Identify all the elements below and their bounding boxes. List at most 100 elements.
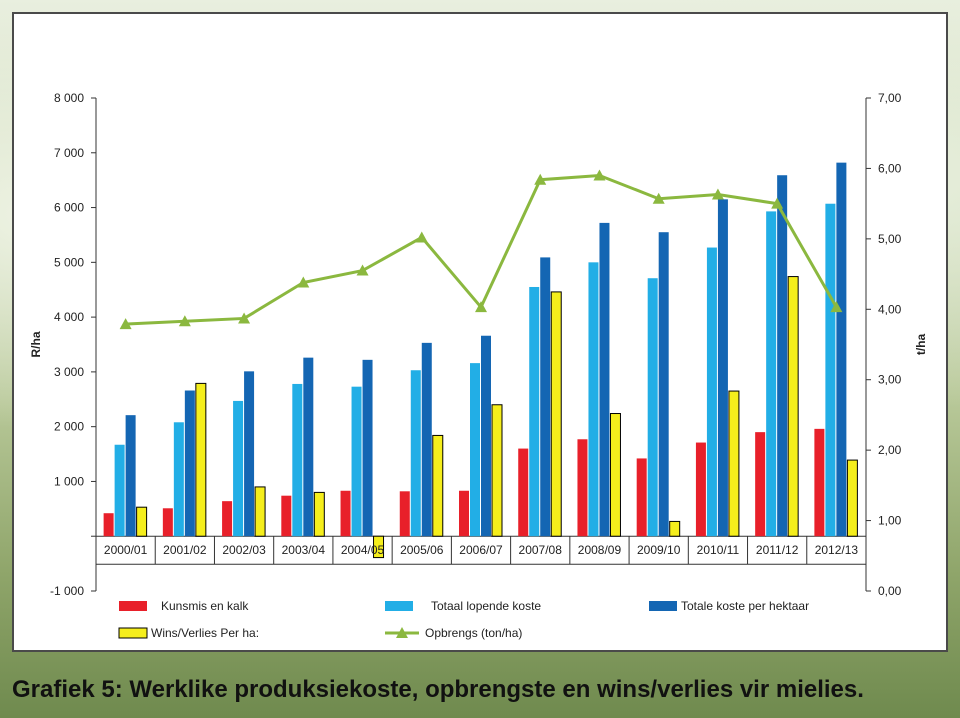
y2-tick-label: 1,00: [878, 514, 902, 528]
bar: [609, 413, 621, 537]
bar: [432, 434, 444, 537]
yield-marker: [652, 192, 665, 204]
y-tick-label: 6 000: [54, 201, 84, 215]
bar: [836, 162, 847, 537]
yield-marker: [593, 169, 606, 181]
bar: [125, 415, 136, 537]
category-label: 2012/13: [815, 543, 859, 557]
bar: [777, 175, 788, 537]
bar: [373, 535, 385, 559]
y-tick-label: 5 000: [54, 255, 84, 269]
bar: [755, 432, 766, 537]
y2-tick-label: 2,00: [878, 443, 902, 457]
bar: [846, 459, 858, 537]
bar: [787, 276, 799, 537]
legend-label: Wins/Verlies Per ha:: [151, 626, 259, 640]
bar: [669, 520, 681, 537]
bar: [636, 458, 647, 537]
bar: [766, 211, 777, 537]
yield-marker: [297, 276, 310, 288]
bar: [351, 386, 362, 537]
y-tick-label: 7 000: [54, 146, 84, 160]
bar: [114, 444, 125, 537]
y-tick-label: 1 000: [54, 474, 84, 488]
bar: [244, 371, 255, 537]
bar: [421, 342, 432, 537]
bar: [825, 203, 836, 537]
bar: [706, 247, 717, 537]
category-label: 2006/07: [459, 543, 503, 557]
bar: [550, 291, 562, 537]
bar: [728, 390, 740, 537]
bar: [184, 390, 195, 537]
legend-label: Kunsmis en kalk: [161, 599, 249, 613]
bar: [233, 400, 244, 537]
y2-tick-label: 3,00: [878, 373, 902, 387]
bar: [136, 506, 148, 537]
bars: [103, 162, 858, 559]
legend-swatch: [119, 601, 147, 611]
category-label: 2004/05: [341, 543, 385, 557]
yield-marker: [238, 312, 251, 324]
bar: [647, 278, 658, 537]
y-tick-label: 2 000: [54, 420, 84, 434]
bar: [222, 501, 233, 537]
category-label: 2010/11: [697, 543, 740, 557]
y2-tick-label: 6,00: [878, 161, 902, 175]
legend-label: Opbrengs (ton/ha): [425, 626, 522, 640]
category-label: 2009/10: [637, 543, 681, 557]
bar: [303, 357, 314, 537]
yield-marker: [534, 173, 547, 185]
category-label: 2002/03: [222, 543, 266, 557]
bar: [658, 232, 669, 537]
yield-marker: [119, 318, 132, 330]
bar: [529, 286, 540, 537]
bar: [313, 491, 325, 537]
yield-marker: [356, 264, 369, 276]
category-label: 2003/04: [282, 543, 326, 557]
bar: [340, 490, 351, 537]
y-axis-title: R/ha: [29, 331, 43, 357]
bar: [481, 335, 491, 537]
y-tick-label: -1 000: [50, 584, 84, 598]
legend-label: Totaal lopende koste: [431, 599, 541, 613]
category-label: 2005/06: [400, 543, 444, 557]
bar: [103, 513, 114, 537]
y2-axis-title: t/ha: [914, 334, 928, 356]
bar: [410, 370, 421, 537]
bar: [540, 257, 551, 537]
y-tick-label: 8 000: [54, 91, 84, 105]
yield-marker: [830, 301, 843, 313]
bar: [173, 422, 184, 537]
yield-marker: [771, 197, 784, 209]
figure-caption: Grafiek 5: Werklike produksiekoste, opbr…: [12, 676, 864, 703]
bar: [254, 486, 266, 537]
y2-tick-label: 7,00: [878, 91, 902, 105]
yield-marker: [178, 315, 191, 327]
bar: [470, 363, 480, 537]
yield-marker: [415, 231, 428, 243]
category-label: 2008/09: [578, 543, 622, 557]
bar: [577, 439, 588, 537]
bar: [599, 222, 610, 537]
bar: [459, 490, 469, 537]
axis-labels: -1 000 1 000 2 000 3 000 4 000 5 000 6 000 7 00…: [29, 91, 928, 598]
bar: [281, 495, 292, 537]
bar: [491, 404, 503, 537]
bar: [362, 359, 373, 537]
y-tick-label: 3 000: [54, 365, 84, 379]
bar: [399, 491, 410, 537]
bar: [695, 442, 706, 537]
bar: [292, 383, 303, 537]
bar: [717, 199, 728, 537]
legend-swatch: [385, 601, 413, 611]
y2-tick-label: 5,00: [878, 232, 902, 246]
category-label: 2007/08: [519, 543, 563, 557]
y2-tick-label: 4,00: [878, 302, 902, 316]
category-label: 2001/02: [163, 543, 207, 557]
bar: [162, 508, 173, 537]
bar: [518, 448, 529, 537]
legend-swatch: [118, 627, 148, 639]
legend: Kunsmis en kalk Totaal lopende koste Total…: [118, 599, 809, 640]
